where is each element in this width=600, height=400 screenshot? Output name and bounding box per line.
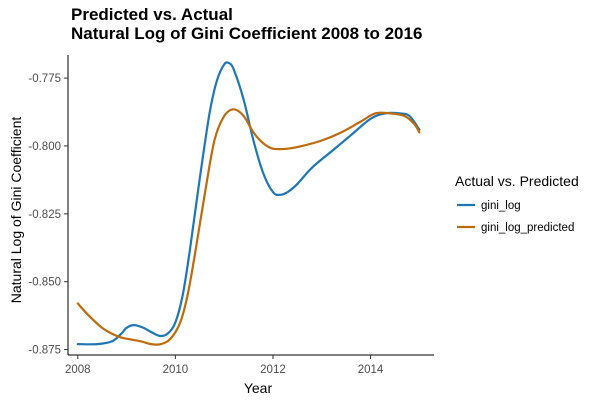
legend-items: gini_log gini_log_predicted — [457, 200, 574, 234]
series-line-gini-log — [76, 61, 421, 346]
y-axis-title: Natural Log of Gini Coefficient — [8, 117, 24, 304]
y-axis-ticks: -0.875 -0.850 -0.825 -0.800 -0.775 — [28, 73, 68, 357]
legend-title: Actual vs. Predicted — [455, 173, 579, 189]
legend-label: gini_log_predicted — [481, 222, 574, 234]
legend-label: gini_log — [481, 200, 521, 212]
x-tick-label: 2008 — [65, 364, 91, 376]
x-axis-title: Year — [244, 380, 273, 396]
chart-subtitle: Natural Log of Gini Coefficient 2008 to … — [71, 24, 423, 43]
x-tick-label: 2014 — [358, 364, 384, 376]
series-lines — [76, 61, 421, 346]
legend: Actual vs. Predicted gini_log gini_log_pr… — [455, 173, 579, 234]
x-axis-ticks: 2008 2010 2012 2014 — [65, 355, 384, 376]
y-tick-label: -0.800 — [28, 141, 61, 153]
y-tick-label: -0.850 — [28, 277, 61, 289]
x-tick-label: 2010 — [163, 364, 189, 376]
series-line-gini-log-predicted — [76, 108, 421, 346]
y-tick-label: -0.825 — [28, 209, 61, 221]
axes — [67, 55, 434, 356]
y-tick-label: -0.875 — [28, 345, 61, 357]
y-tick-label: -0.775 — [28, 73, 61, 85]
x-tick-label: 2012 — [260, 364, 286, 376]
chart-title: Predicted vs. Actual — [71, 5, 233, 24]
